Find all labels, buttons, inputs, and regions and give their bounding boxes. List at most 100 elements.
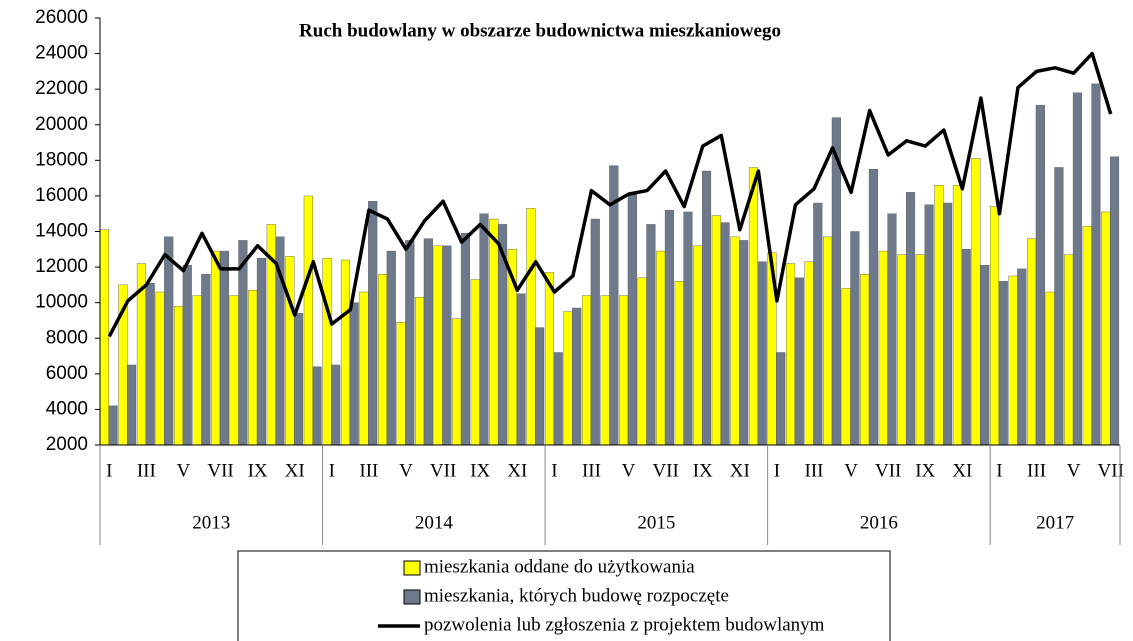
x-tick-label: V (399, 460, 413, 481)
bar (619, 295, 629, 446)
bar (563, 311, 573, 446)
bar (860, 274, 870, 446)
bar (572, 307, 582, 446)
bar (368, 201, 378, 446)
legend-marker (403, 560, 421, 576)
bar (794, 277, 804, 446)
bar (637, 277, 647, 446)
bar (850, 231, 860, 446)
year-label: 2016 (860, 512, 898, 533)
bar (683, 211, 693, 446)
bar (303, 195, 313, 446)
bar (739, 240, 749, 446)
bar (720, 222, 730, 446)
bar (211, 250, 221, 446)
bar (748, 167, 759, 446)
bar (701, 170, 712, 446)
bar (201, 274, 211, 446)
bar (396, 322, 406, 446)
x-tick-label: V (844, 460, 858, 481)
bar (479, 213, 489, 446)
x-tick-label: I (329, 460, 335, 481)
bar (711, 215, 721, 446)
x-tick-label: VII (1098, 460, 1124, 481)
legend-marker (403, 589, 421, 605)
y-tick-label: 8000 (46, 327, 88, 348)
bar (693, 245, 703, 446)
bar (730, 236, 740, 446)
legend-label: pozwolenia lub zgłoszenia z projektem bu… (424, 614, 825, 635)
bar (590, 218, 600, 446)
bar (1082, 225, 1092, 446)
bar (386, 250, 396, 446)
bar (516, 293, 526, 446)
bar (656, 250, 666, 446)
legend-label: mieszkania, których budowę rozpoczęte (424, 585, 729, 606)
year-label: 2014 (415, 512, 454, 533)
bar (664, 209, 674, 446)
x-tick-label: VII (207, 460, 233, 481)
bar (173, 306, 184, 446)
y-tick-label: 20000 (35, 114, 88, 135)
bar (646, 224, 656, 446)
bar (470, 279, 480, 446)
bar (868, 169, 878, 446)
bar (238, 240, 248, 446)
year-label: 2017 (1036, 512, 1074, 533)
x-tick-label: XI (285, 460, 305, 481)
bar (989, 206, 1000, 446)
bar (609, 165, 619, 446)
bar (934, 185, 944, 446)
bar (312, 366, 322, 446)
bar (980, 265, 990, 446)
bar (971, 158, 981, 446)
y-tick-label: 6000 (46, 363, 88, 384)
x-tick-label: XI (952, 460, 972, 481)
bar (535, 327, 545, 446)
bar (924, 204, 934, 446)
x-tick-label: IX (470, 460, 490, 481)
x-tick-label: III (1027, 460, 1046, 481)
bar (182, 265, 192, 446)
year-label: 2015 (637, 512, 675, 533)
bar (961, 249, 971, 446)
bar (340, 259, 351, 446)
bar (145, 282, 155, 446)
bar (1072, 92, 1082, 446)
bar (423, 238, 433, 446)
y-tick-label: 22000 (35, 78, 88, 99)
bar (1091, 83, 1101, 446)
bar (952, 185, 963, 446)
x-tick-label: IX (248, 460, 268, 481)
y-tick-label: 16000 (35, 185, 88, 206)
x-tick-label: III (805, 460, 824, 481)
y-tick-label: 10000 (35, 292, 88, 313)
bar (674, 281, 684, 446)
bar (452, 318, 462, 446)
bar (248, 290, 258, 446)
x-tick-label: VII (430, 460, 456, 481)
bar (460, 233, 470, 446)
bar (897, 254, 907, 446)
y-tick-label: 4000 (46, 398, 88, 419)
bar (164, 236, 174, 446)
bar (219, 250, 229, 446)
bar (405, 240, 415, 446)
x-tick-label: I (106, 460, 112, 481)
bar (915, 254, 925, 446)
bar (155, 291, 165, 446)
y-tick-label: 24000 (35, 43, 88, 64)
bar (841, 288, 851, 446)
bar (192, 295, 202, 446)
bar (256, 257, 266, 446)
bar (1027, 238, 1037, 446)
bar (553, 352, 563, 446)
bar (776, 352, 786, 446)
x-tick-label: V (622, 460, 636, 481)
x-tick-label: I (551, 460, 557, 481)
bar (998, 281, 1008, 446)
x-tick-label: III (582, 460, 601, 481)
x-tick-label: I (996, 460, 1002, 481)
chart-title: Ruch budowlany w obszarze budownictwa mi… (299, 20, 781, 41)
